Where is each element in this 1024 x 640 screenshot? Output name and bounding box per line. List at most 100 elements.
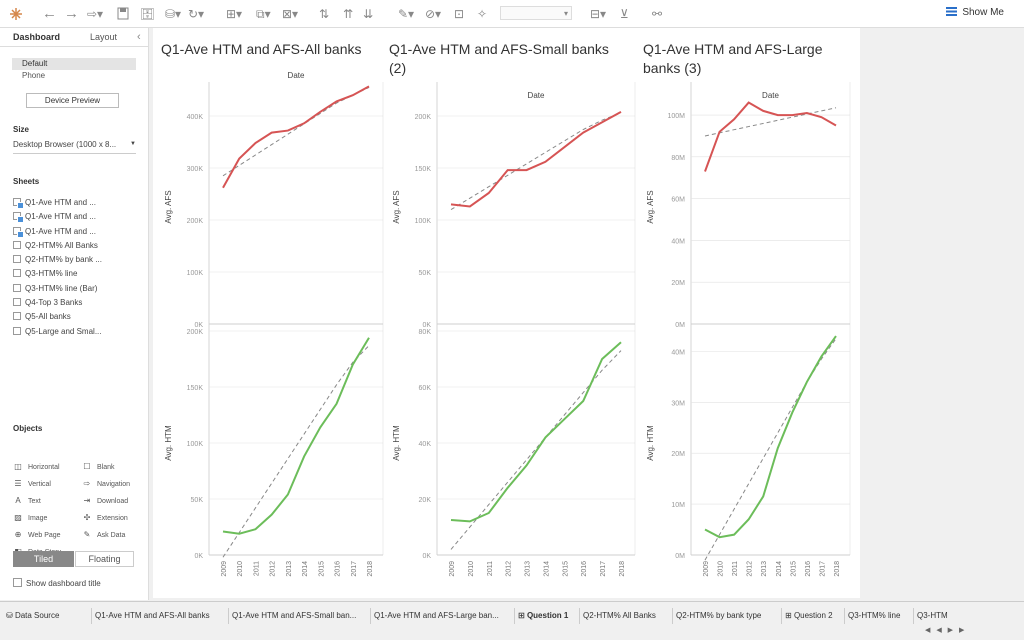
sheet-tab[interactable]: ⊞ Question 2 (785, 610, 833, 622)
sheet-item[interactable]: Q1-Ave HTM and ... (13, 196, 143, 210)
object-image[interactable]: ▨ Image (13, 513, 47, 524)
object-label: Horizontal (28, 464, 60, 471)
trend-line (222, 86, 370, 177)
sort-asc-icon[interactable]: ⇈ (343, 7, 354, 21)
sheet-item[interactable]: Q5-Large and Smal... (13, 325, 143, 339)
worksheet-icon (13, 240, 21, 249)
chart-title-1: Q1-Ave HTM and AFS-All banks (161, 41, 361, 57)
object-ask-data[interactable]: ✎ Ask Data (82, 530, 126, 541)
chart-title-2: Q1-Ave HTM and AFS-Small banks (2) (389, 41, 609, 76)
tab-separator (228, 608, 229, 624)
object-label: Blank (97, 464, 115, 471)
sheet-item[interactable]: Q3-HTM% line (Bar) (13, 282, 143, 296)
device-phone[interactable]: Phone (22, 71, 46, 80)
sheet-item[interactable]: Q3-HTM% line (13, 267, 143, 281)
fit-icon[interactable]: ▾ (500, 6, 572, 20)
x-tick-label: 2009 (703, 561, 710, 577)
checkbox-icon (13, 578, 22, 587)
object-download[interactable]: ⇥ Download (82, 496, 129, 507)
object-label: Image (28, 515, 48, 522)
sort-desc-icon[interactable]: ⇊ (363, 7, 374, 21)
duplicate-icon[interactable]: ⧉▾ (256, 7, 271, 21)
data-line-avg-afs (222, 85, 370, 189)
new-datasource-icon[interactable]: 🗄 (140, 7, 156, 21)
tab-separator (672, 608, 673, 624)
show-title-checkbox[interactable]: Show dashboard title (13, 578, 101, 588)
x-tick-label: 2009 (449, 561, 456, 577)
pin-icon[interactable]: ✧ (477, 7, 488, 21)
undo-icon[interactable]: ← (42, 5, 57, 22)
x-tick-label: 2011 (253, 561, 260, 576)
sheet-tab[interactable]: Q2-HTM% by bank type (676, 610, 761, 622)
group-icon[interactable]: ⊘▾ (425, 7, 442, 21)
sheet-tab[interactable]: ⛁ Data Source (6, 610, 59, 622)
sheet-item[interactable]: Q1-Ave HTM and ... (13, 225, 143, 239)
device-default[interactable]: Default (12, 58, 136, 70)
worksheet-icon (13, 198, 24, 209)
y-tick-label: 80M (671, 155, 685, 162)
size-heading: Size (13, 125, 30, 134)
object-web-page[interactable]: ⊕ Web Page (13, 530, 61, 541)
navigation-icon: ⇨ (83, 479, 91, 488)
sheet-item[interactable]: Q2-HTM% by bank ... (13, 253, 143, 267)
y-tick-label: 200K (187, 218, 204, 225)
object-text[interactable]: A Text (13, 496, 41, 507)
y-tick-label: 300K (187, 166, 204, 173)
sheet-tab[interactable]: Q1-Ave HTM and AFS-All banks (95, 610, 210, 622)
sheet-item[interactable]: Q5-All banks (13, 310, 143, 324)
object-label: Extension (97, 515, 128, 522)
sheet-tab[interactable]: Q1-Ave HTM and AFS-Small ban... (232, 610, 356, 622)
tab-navigation[interactable]: ◀ ◀ ▶ ▶ (925, 627, 967, 634)
data-line-avg-afs (704, 101, 837, 172)
tableau-logo-icon[interactable] (8, 6, 24, 22)
new-worksheet-icon[interactable]: ⊞▾ (226, 7, 243, 21)
object-vertical[interactable]: ☰ Vertical (13, 479, 51, 490)
object-horizontal[interactable]: ◫ Horizontal (13, 462, 60, 473)
y-tick-label: 60K (419, 385, 432, 392)
tab-dashboard[interactable]: Dashboard (13, 32, 61, 42)
worksheet-icon (13, 298, 21, 307)
sheet-label: Q5-All banks (25, 312, 71, 322)
data-line-avg-htm (704, 335, 837, 539)
x-tick-label: 2012 (270, 561, 277, 577)
floating-toggle[interactable]: Floating (75, 551, 134, 567)
sheet-tab[interactable]: Q3-HTM (917, 610, 948, 622)
save-icon[interactable] (117, 6, 129, 22)
sheet-item[interactable]: Q2-HTM% All Banks (13, 239, 143, 253)
sheet-tab[interactable]: Q2-HTM% All Banks (583, 610, 656, 622)
sheet-tab[interactable]: Q3-HTM% line (848, 610, 900, 622)
pause-updates-icon[interactable]: ⛁▾ (165, 7, 182, 21)
presentation-icon[interactable]: ⊻ (620, 7, 629, 21)
refresh-icon[interactable]: ↻▾ (188, 7, 205, 21)
sheet-item[interactable]: Q1-Ave HTM and ... (13, 210, 143, 224)
y-axis-title: Avg. AFS (646, 190, 655, 223)
x-tick-label: 2017 (819, 561, 826, 577)
text-icon: A (15, 496, 21, 505)
x-tick-label: 2013 (761, 561, 768, 577)
share-icon[interactable]: ⚯ (652, 7, 663, 21)
redo-icon[interactable]: → (64, 5, 79, 22)
tiled-toggle[interactable]: Tiled (13, 551, 74, 567)
y-tick-label: 0K (194, 553, 203, 560)
size-select[interactable]: Desktop Browser (1000 x 8... ▼ (13, 140, 136, 154)
object-label: Navigation (97, 481, 131, 488)
sheet-tab[interactable]: ⊞ Question 1 (518, 610, 568, 622)
object-blank[interactable]: ☐ Blank (82, 462, 115, 473)
tab-layout[interactable]: Layout (90, 32, 118, 42)
object-extension[interactable]: ✣ Extension (82, 513, 128, 524)
device-preview-button[interactable]: Device Preview (26, 93, 119, 108)
swap-icon[interactable]: ⇅ (319, 7, 330, 21)
sheet-item[interactable]: Q4-Top 3 Banks (13, 296, 143, 310)
data-line-avg-htm (222, 337, 370, 535)
label-icon[interactable]: ⊡ (454, 7, 465, 21)
data-line-avg-htm (450, 341, 622, 523)
object-navigation[interactable]: ⇨ Navigation (82, 479, 130, 490)
clear-icon[interactable]: ⊠▾ (282, 7, 299, 21)
collapse-sidebar-icon[interactable]: ‹ (137, 31, 141, 43)
x-tick-label: 2009 (221, 561, 228, 577)
sheet-tab[interactable]: Q1-Ave HTM and AFS-Large ban... (374, 610, 499, 622)
redo-dropdown-icon[interactable]: ⇨▾ (87, 7, 104, 21)
show-me-button[interactable]: Show Me (946, 7, 1004, 18)
highlight-icon[interactable]: ✎▾ (398, 7, 415, 21)
fix-axes-icon[interactable]: ⊟▾ (590, 7, 607, 21)
